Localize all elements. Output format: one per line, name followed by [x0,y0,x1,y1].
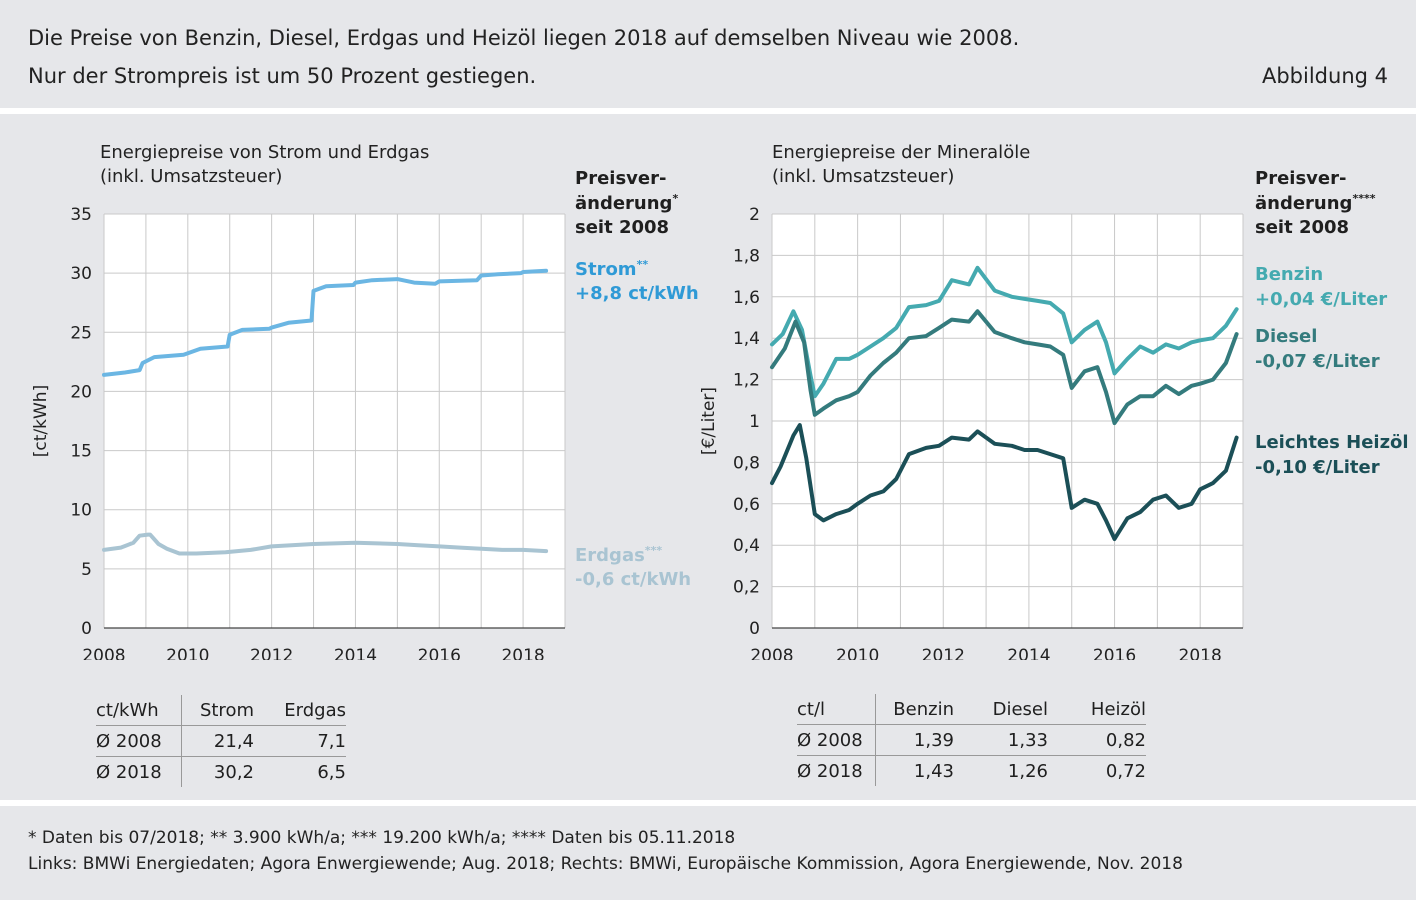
y-tick-label: 0 [81,619,92,639]
table-cell: 1,43 [913,760,954,782]
table-cell: Erdgas [284,699,346,721]
series-line-strom [102,268,549,377]
diesel-change: -0,07 €/Liter [1255,351,1380,372]
table-cell: Benzin [893,698,954,720]
divider-top [0,108,1416,114]
series-line-benzin [770,265,1239,399]
x-tick-label: 2012 [250,646,293,660]
right-chart-subtitle: (inkl. Umsatzsteuer) [772,166,955,187]
table-cell: 21,4 [213,730,254,752]
series-line-leichtes-heizöl [770,423,1239,541]
table-cell: Ø 2008 [797,724,876,756]
erdgas-label: Erdgas*** [575,544,663,566]
strom-change: +8,8 ct/kWh [575,283,699,304]
footnote-line-2: Links: BMWi Energiedaten; Agora Enwergie… [28,854,1183,874]
y-tick-label: 0,2 [733,578,760,598]
right-change-heading-3: seit 2008 [1255,217,1350,238]
table-cell: ct/l [797,694,876,725]
series-line-erdgas [102,532,549,556]
table-cell: 7,1 [317,730,346,752]
diesel-label: Diesel [1255,326,1318,347]
header-line-1: Die Preise von Benzin, Diesel, Erdgas un… [28,26,1020,50]
y-tick-label: 25 [70,323,92,343]
table-cell: 1,26 [1007,760,1048,782]
x-tick-label: 2010 [836,646,879,660]
footnote-line-1: * Daten bis 07/2018; ** 3.900 kWh/a; ***… [28,828,736,848]
left-chart-title: Energiepreise von Strom und Erdgas [100,142,430,163]
y-tick-label: 2 [749,205,760,225]
left-line-chart: 0 5 10 15 20 25 30 35 2008 2010 2012 2014 2016 2018 [c… [31,205,566,660]
x-tick-label: 2014 [334,646,377,660]
y-tick-label: 30 [70,264,92,284]
y-tick-label: 0,4 [733,536,760,556]
table-cell: ct/kWh [96,695,182,726]
y-tick-label: 35 [70,205,92,225]
right-chart-title: Energiepreise der Mineralöle [772,142,1031,163]
x-tick-label: 2010 [166,646,209,660]
y-tick-label: 20 [70,382,92,402]
right-change-heading-2: änderung**** [1255,192,1376,214]
left-change-heading-3: seit 2008 [575,217,670,238]
y-tick-label: 5 [81,560,92,580]
left-change-heading-2: änderung* [575,192,679,214]
x-tick-label: 2016 [418,646,461,660]
heizoel-change: -0,10 €/Liter [1255,457,1380,478]
y-tick-label: 15 [70,442,92,462]
y-axis-label: [ct/kWh] [31,385,51,457]
table-cell: 6,5 [317,761,346,783]
heizoel-label: Leichtes Heizöl [1255,432,1409,453]
erdgas-change: -0,6 ct/kWh [575,569,692,590]
table-cell: Diesel [992,698,1048,720]
benzin-label: Benzin [1255,264,1324,285]
x-tick-label: 2018 [501,646,544,660]
y-tick-label: 1,6 [733,288,760,308]
right-change-heading-1: Preisver- [1255,168,1347,189]
right-summary-table: ct/l Benzin Diesel Heizöl Ø 2008 1,39 1,… [797,694,1146,786]
x-tick-label: 2008 [750,646,793,660]
x-tick-label: 2016 [1093,646,1136,660]
plot-area [104,214,565,628]
table-cell: 1,39 [913,729,954,751]
y-tick-label: 1,8 [733,246,760,266]
x-tick-label: 2014 [1007,646,1050,660]
y-tick-label: 1 [749,412,760,432]
series-line-diesel [770,309,1239,426]
table-cell: 1,33 [1007,729,1048,751]
y-axis-label: [€/Liter] [699,387,719,455]
y-tick-label: 1,4 [733,329,760,349]
table-row: ct/kWh Strom Erdgas [96,695,346,726]
right-line-chart: 0 0,2 0,4 0,6 0,8 1 1,2 1,4 1,6 1,8 2 2008 2010 2012 2… [699,205,1244,660]
benzin-change: +0,04 €/Liter [1255,289,1388,310]
table-cell: 0,72 [1105,760,1146,782]
table-cell: Strom [199,699,254,721]
y-tick-label: 1,2 [733,371,760,391]
left-change-heading-1: Preisver- [575,168,667,189]
table-row: Ø 2008 21,4 7,1 [96,725,346,757]
table-cell: 30,2 [213,761,254,783]
table-row: Ø 2018 1,43 1,26 0,72 [797,755,1146,786]
table-row: Ø 2008 1,39 1,33 0,82 [797,724,1146,756]
x-tick-label: 2008 [82,646,125,660]
table-cell: Heizöl [1090,698,1146,720]
table-row: Ø 2018 30,2 6,5 [96,756,346,787]
x-tick-label: 2012 [922,646,965,660]
table-cell: Ø 2018 [96,756,182,787]
table-cell: Ø 2018 [797,755,876,786]
y-tick-label: 0,8 [733,453,760,473]
divider-bottom [0,800,1416,806]
strom-label: Strom** [575,258,649,280]
y-tick-label: 0 [749,619,760,639]
table-cell: 0,82 [1105,729,1146,751]
table-cell: Ø 2008 [96,725,182,757]
left-chart-subtitle: (inkl. Umsatzsteuer) [100,166,283,187]
x-tick-label: 2018 [1179,646,1222,660]
figure-label: Abbildung 4 [1261,64,1388,88]
header-line-2: Nur der Strompreis ist um 50 Prozent ges… [28,64,537,88]
left-summary-table: ct/kWh Strom Erdgas Ø 2008 21,4 7,1 Ø 20… [96,695,346,787]
y-tick-label: 0,6 [733,495,760,515]
table-row: ct/l Benzin Diesel Heizöl [797,694,1146,725]
y-tick-label: 10 [70,501,92,521]
